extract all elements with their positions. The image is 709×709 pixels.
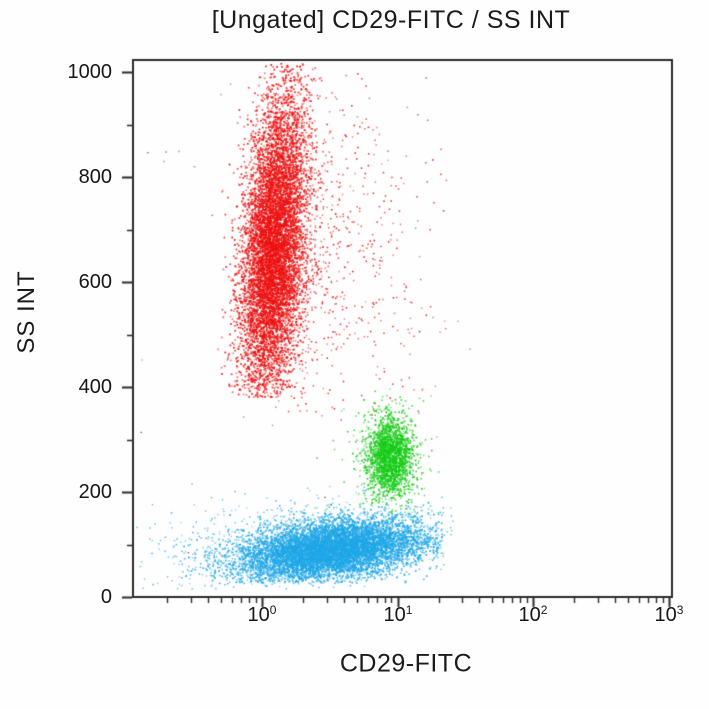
x-tick-label: 100: [247, 603, 277, 626]
plot-title: [Ungated] CD29-FITC / SS INT: [211, 6, 571, 34]
y-tick-label: 800: [78, 166, 112, 188]
x-tick-label: 103: [654, 603, 684, 626]
x-tick-label: 102: [518, 603, 548, 626]
x-tick-label: 101: [383, 603, 413, 626]
y-tick-label: 0: [100, 586, 112, 608]
y-tick-label: 400: [78, 376, 112, 398]
y-tick-label: 1000: [67, 61, 113, 83]
x-axis-label: CD29-FITC: [339, 649, 473, 678]
y-tick-label: 600: [78, 271, 112, 293]
y-tick-label: 200: [78, 481, 112, 503]
